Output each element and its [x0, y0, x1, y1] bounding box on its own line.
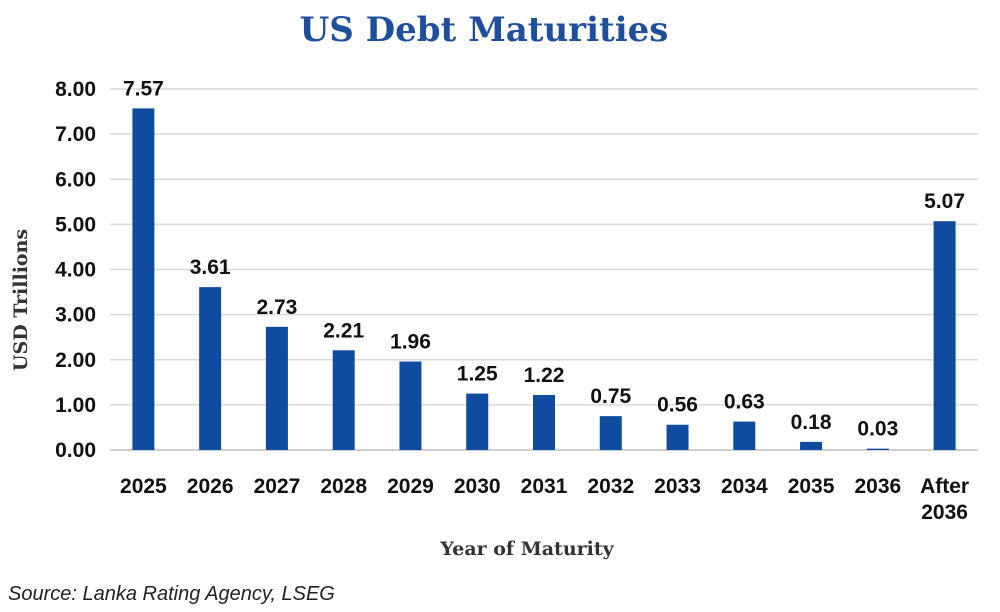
- data-label: 3.61: [190, 256, 231, 279]
- data-label: 1.25: [457, 363, 498, 386]
- x-tick-label: 2028: [320, 475, 367, 498]
- y-tick-label: 1.00: [55, 394, 96, 417]
- x-tick-label: 2034: [721, 475, 768, 498]
- bar: [733, 421, 756, 450]
- data-label: 2.21: [323, 319, 364, 342]
- data-label: 5.07: [924, 190, 965, 213]
- x-tick-label: 2025: [120, 475, 167, 498]
- bar: [265, 326, 288, 450]
- data-label: 7.57: [123, 77, 164, 100]
- y-tick-label: 3.00: [55, 304, 96, 327]
- y-tick-label: 5.00: [55, 213, 96, 236]
- bar: [466, 393, 489, 450]
- y-axis-title: USD Trillions: [10, 229, 32, 371]
- x-tick-label: 2032: [587, 475, 634, 498]
- bar: [533, 394, 555, 450]
- x-tick-label: 2030: [454, 475, 501, 498]
- data-labels: 7.57 3.61 2.73 2.21 1.96 1.25 1.22 0.75 0.56 0.63…: [123, 77, 965, 440]
- data-label: 2.73: [256, 296, 297, 319]
- bar: [666, 424, 689, 450]
- y-tick-label: 0.00: [55, 439, 96, 462]
- y-tick-label: 6.00: [55, 168, 96, 191]
- bar: [399, 361, 422, 450]
- x-tick-label: 2031: [521, 475, 568, 498]
- data-label: 0.56: [657, 394, 698, 417]
- y-tick-label: 2.00: [55, 349, 96, 372]
- x-tick-label: 2035: [788, 475, 835, 498]
- x-tick-label: 2027: [254, 475, 301, 498]
- data-label: 0.75: [590, 385, 631, 408]
- data-label: 0.63: [724, 391, 765, 414]
- y-tick-label: 8.00: [55, 78, 96, 101]
- bar: [933, 221, 956, 450]
- bar: [332, 350, 355, 450]
- bar: [199, 287, 222, 450]
- y-tick-label: 7.00: [55, 123, 96, 146]
- chart-title: US Debt Maturities: [300, 10, 669, 50]
- x-tick-label: 2036: [854, 475, 901, 498]
- x-tick-label: After 2036: [920, 475, 969, 524]
- x-tick-label: 2033: [654, 475, 701, 498]
- bar: [132, 108, 155, 450]
- source-note: Source: Lanka Rating Agency, LSEG: [8, 583, 335, 605]
- bars: [132, 108, 956, 450]
- bar: [800, 441, 823, 450]
- bar: [599, 416, 622, 450]
- y-tick-labels: 0.00 1.00 2.00 3.00 4.00 5.00 6.00 7.00 8.00: [55, 78, 96, 462]
- data-label: 1.22: [524, 364, 565, 387]
- data-label: 0.18: [791, 411, 832, 434]
- y-tick-label: 4.00: [55, 259, 96, 282]
- data-label: 1.96: [390, 331, 431, 354]
- x-axis-title: Year of Maturity: [439, 538, 614, 560]
- x-tick-label: 2029: [387, 475, 434, 498]
- data-label: 0.03: [857, 418, 898, 441]
- bar: [866, 448, 889, 450]
- x-tick-label: 2026: [187, 475, 234, 498]
- x-tick-labels: 2025 2026 2027 2028 2029 2030 2031 2032 2033 2034…: [120, 475, 969, 524]
